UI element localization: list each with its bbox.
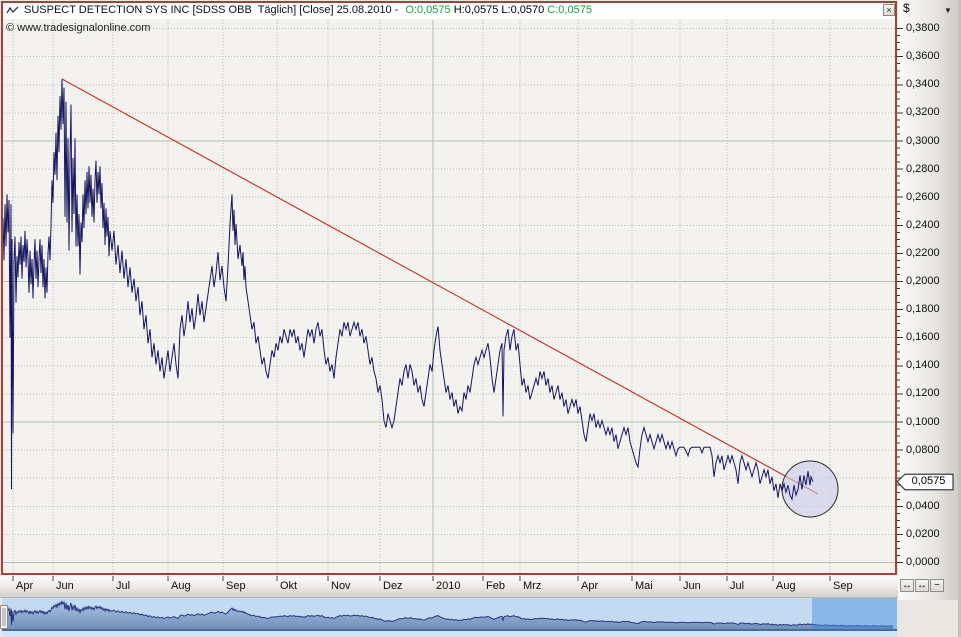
price-tick-label: 0,2800 (906, 162, 940, 175)
time-tick-label: Aug (171, 580, 191, 592)
watermark-copyright: © www.tradesignalonline.com (6, 22, 151, 34)
close-icon[interactable]: × (883, 4, 895, 16)
time-tick-label: Mai (635, 580, 653, 592)
ohlc-segment: O:0,0575 (402, 4, 451, 16)
plot-area[interactable] (3, 19, 896, 575)
price-tick-label: 0,1400 (906, 359, 940, 372)
price-tick-label: 0,3800 (906, 22, 940, 35)
time-tick-label: Okt (280, 580, 298, 592)
price-axis-strip[interactable] (898, 0, 961, 600)
time-tick-label: Jun (56, 580, 74, 592)
ohlc-segment: L:0,0570 (498, 4, 545, 16)
chevron-down-icon[interactable]: ▼ (944, 6, 952, 15)
line-chart-icon (6, 6, 19, 14)
time-tick-label: Jul (116, 580, 131, 592)
fit-width-icon[interactable]: ↔ (915, 579, 929, 592)
navigator-range-selector[interactable] (2, 598, 897, 636)
time-tick-label: Mrz (523, 580, 542, 592)
last-price-tag: 0,0575 (911, 475, 946, 487)
price-tick-label: 0,2200 (906, 246, 940, 259)
ohlc-segment: C:0,0575 (544, 4, 592, 16)
wave-style-icon[interactable]: ~ (930, 579, 944, 592)
time-tick-label: Apr (16, 580, 34, 592)
chart-title: SUSPECT DETECTION SYS INC [SDSS OBB Tägl… (6, 5, 592, 16)
price-tick-label: 0,3600 (906, 50, 940, 63)
time-axis-strip[interactable] (0, 575, 898, 598)
price-tick-label: 0,3200 (906, 106, 940, 119)
scroll-range-icon[interactable]: ↔ (900, 579, 914, 592)
price-tick-label: 0,0000 (906, 556, 940, 568)
price-tick-label: 0,0400 (906, 499, 940, 512)
time-tick-label: Nov (331, 580, 351, 592)
price-tick-label: 0,0800 (906, 443, 940, 456)
price-tick-label: 0,1200 (906, 387, 940, 400)
price-tick-label: 0,2600 (906, 190, 940, 203)
time-tick-label: 2010 (436, 580, 461, 592)
price-tick-label: 0,1800 (906, 303, 940, 316)
window-right-edge (958, 0, 961, 637)
price-tick-label: 0,1000 (906, 415, 940, 428)
ohlc-segment: H:0,0575 (450, 4, 499, 16)
currency-unit-label[interactable]: $ (903, 1, 910, 15)
time-tick-label: Sep (226, 580, 246, 592)
price-tick-label: 0,2000 (906, 275, 940, 287)
time-tick-label: Dez (383, 580, 403, 592)
ohlc-values: O:0,0575 H:0,0575 L:0,0570 C:0,0575 (402, 5, 592, 16)
axis-toolbar: ↔ ↔ ~ (900, 579, 944, 592)
time-tick-label: Sep (833, 580, 853, 592)
time-tick-label: Jun (683, 580, 701, 592)
price-tick-label: 0,3400 (906, 78, 940, 91)
instrument-title: SUSPECT DETECTION SYS INC [SDSS OBB Tägl… (24, 4, 399, 16)
time-tick-label: Feb (486, 580, 505, 592)
time-tick-label: Apr (581, 580, 599, 592)
price-tick-label: 0,0200 (906, 527, 940, 540)
time-tick-label: Aug (776, 580, 796, 592)
time-tick-label: Jul (730, 580, 745, 592)
price-tick-label: 0,2400 (906, 218, 940, 231)
price-tick-label: 0,1600 (906, 331, 940, 344)
price-tick-label: 0,3000 (906, 134, 940, 147)
